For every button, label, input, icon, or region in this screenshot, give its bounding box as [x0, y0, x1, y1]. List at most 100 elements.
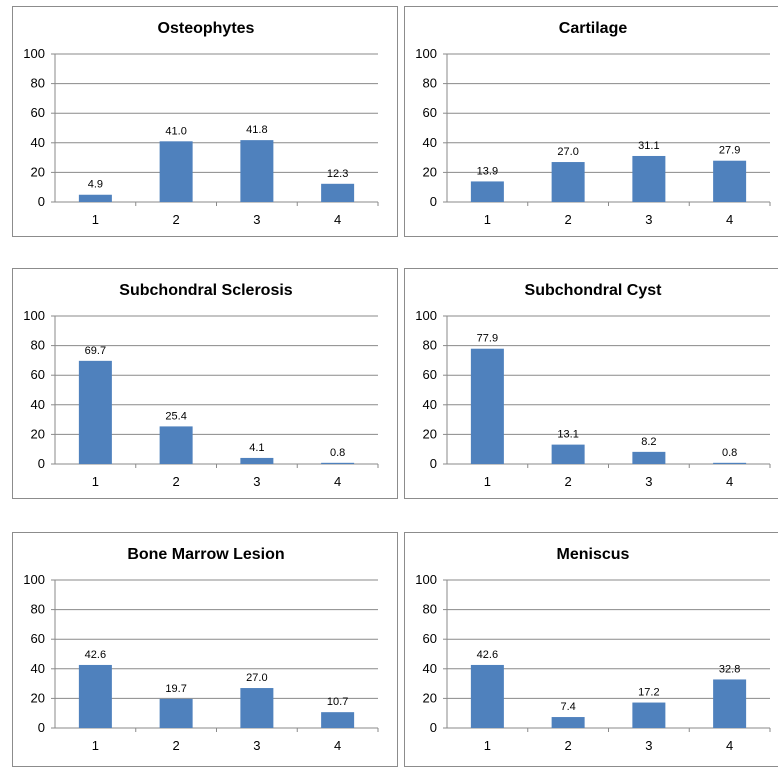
- data-label: 27.0: [557, 146, 578, 158]
- bar: [632, 155, 666, 202]
- bar: [78, 664, 112, 728]
- y-tick-label: 0: [38, 456, 45, 471]
- chart-svg: Bone Marrow Lesion 0 20 40 60 80 100 42.6 1 19.7 2…: [23, 546, 379, 753]
- chart-title: Subchondral Cyst: [525, 282, 663, 299]
- x-tick-label: 2: [173, 212, 180, 227]
- y-tick-label: 40: [31, 135, 45, 150]
- bar: [713, 462, 747, 464]
- x-tick-label: 1: [92, 212, 99, 227]
- y-tick-label: 0: [38, 720, 45, 735]
- bar: [551, 162, 585, 202]
- chart-svg: Osteophytes 0 20 40 60 80 100 4.9 1 41.0 2 41.8 3 12.…: [23, 20, 379, 227]
- x-tick-label: 3: [253, 212, 260, 227]
- x-tick-label: 2: [173, 738, 180, 753]
- chart-panel-meniscus: Meniscus 0 20 40 60 80 100 42.6 1 7.4 2 17.2 3 32.8 4: [404, 532, 778, 767]
- y-tick-label: 0: [38, 194, 45, 209]
- x-tick-label: 1: [484, 212, 491, 227]
- data-label: 27.0: [246, 672, 267, 684]
- data-label: 41.8: [246, 124, 267, 136]
- y-tick-label: 0: [430, 456, 437, 471]
- data-label: 77.9: [477, 333, 498, 345]
- x-tick-label: 3: [253, 738, 260, 753]
- data-label: 13.9: [477, 165, 498, 177]
- bar: [713, 160, 747, 202]
- x-tick-label: 2: [565, 738, 572, 753]
- data-label: 19.7: [165, 683, 186, 695]
- y-tick-label: 80: [31, 76, 45, 91]
- bar: [321, 462, 355, 464]
- y-tick-label: 20: [423, 690, 437, 705]
- x-tick-label: 1: [92, 474, 99, 489]
- y-tick-label: 60: [423, 105, 437, 120]
- y-tick-label: 20: [31, 164, 45, 179]
- y-tick-label: 100: [23, 46, 45, 61]
- chart-title: Osteophytes: [158, 20, 255, 37]
- data-label: 25.4: [165, 410, 186, 422]
- x-tick-label: 3: [645, 474, 652, 489]
- x-tick-label: 4: [334, 212, 341, 227]
- y-tick-label: 60: [31, 367, 45, 382]
- data-label: 7.4: [560, 701, 575, 713]
- y-tick-label: 20: [423, 164, 437, 179]
- chart-svg: Subchondral Cyst 0 20 40 60 80 100 77.9 1 13.1 2 8.…: [415, 282, 771, 489]
- bar: [240, 688, 274, 728]
- y-tick-label: 60: [31, 631, 45, 646]
- data-label: 27.9: [719, 145, 740, 157]
- x-tick-label: 2: [565, 474, 572, 489]
- chart-panel-bone-marrow-lesion: Bone Marrow Lesion 0 20 40 60 80 100 42.6 1 19.7 2…: [12, 532, 398, 767]
- bar: [632, 702, 666, 728]
- x-tick-label: 3: [645, 738, 652, 753]
- bar: [551, 717, 585, 728]
- data-label: 41.0: [165, 125, 186, 137]
- x-tick-label: 2: [173, 474, 180, 489]
- chart-title: Cartilage: [559, 20, 628, 37]
- data-label: 8.2: [641, 436, 656, 448]
- chart-title: Bone Marrow Lesion: [127, 546, 284, 563]
- bar: [321, 712, 355, 728]
- y-tick-label: 40: [423, 397, 437, 412]
- y-tick-label: 100: [23, 572, 45, 587]
- y-tick-label: 20: [423, 426, 437, 441]
- y-tick-label: 60: [31, 105, 45, 120]
- bar: [470, 664, 504, 728]
- bar: [240, 140, 274, 202]
- bar: [159, 141, 193, 202]
- y-tick-label: 80: [31, 602, 45, 617]
- x-tick-label: 4: [726, 212, 733, 227]
- y-tick-label: 80: [423, 338, 437, 353]
- data-label: 32.8: [719, 663, 740, 675]
- x-tick-label: 3: [253, 474, 260, 489]
- y-tick-label: 80: [423, 76, 437, 91]
- data-label: 42.6: [477, 649, 498, 661]
- bar: [159, 426, 193, 464]
- x-tick-label: 1: [484, 738, 491, 753]
- data-label: 4.9: [88, 179, 103, 191]
- y-tick-label: 40: [423, 135, 437, 150]
- y-tick-label: 40: [423, 661, 437, 676]
- chart-panel-cartilage: Cartilage 0 20 40 60 80 100 13.9 1 27.0 2 31.1 3 27.9…: [404, 6, 778, 237]
- y-tick-label: 0: [430, 720, 437, 735]
- chart-panel-subchondral-sclerosis: Subchondral Sclerosis 0 20 40 60 80 100 69.7 1 25…: [12, 268, 398, 499]
- y-tick-label: 40: [31, 397, 45, 412]
- y-tick-label: 100: [415, 46, 437, 61]
- chart-svg: Meniscus 0 20 40 60 80 100 42.6 1 7.4 2 17.2 3 32.8 4: [415, 546, 771, 753]
- y-tick-label: 100: [415, 308, 437, 323]
- bar: [632, 451, 666, 464]
- y-tick-label: 20: [31, 690, 45, 705]
- data-label: 17.2: [638, 687, 659, 699]
- y-tick-label: 20: [31, 426, 45, 441]
- data-label: 13.1: [557, 429, 578, 441]
- data-label: 31.1: [638, 140, 659, 152]
- bar: [713, 679, 747, 728]
- bar: [78, 194, 112, 202]
- chart-panel-osteophytes: Osteophytes 0 20 40 60 80 100 4.9 1 41.0 2 41.8 3 12.…: [12, 6, 398, 237]
- data-label: 4.1: [249, 442, 264, 454]
- data-label: 12.3: [327, 168, 348, 180]
- y-tick-label: 80: [423, 602, 437, 617]
- y-tick-label: 40: [31, 661, 45, 676]
- y-tick-label: 80: [31, 338, 45, 353]
- chart-title: Subchondral Sclerosis: [119, 282, 292, 299]
- bar: [78, 360, 112, 464]
- y-tick-label: 100: [415, 572, 437, 587]
- chart-svg: Subchondral Sclerosis 0 20 40 60 80 100 69.7 1 25…: [23, 282, 379, 489]
